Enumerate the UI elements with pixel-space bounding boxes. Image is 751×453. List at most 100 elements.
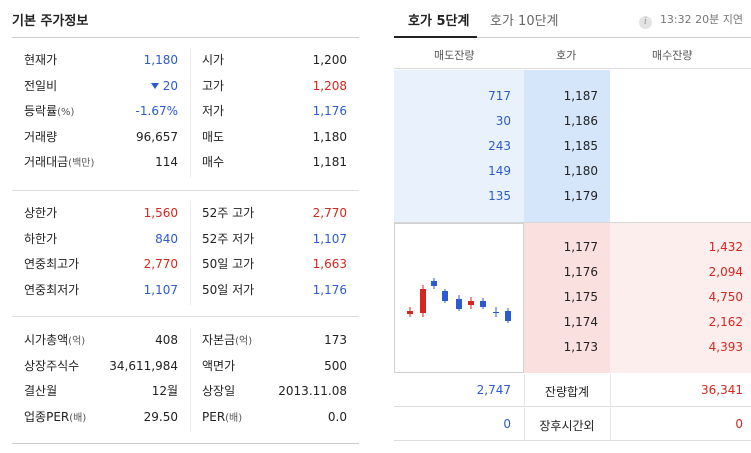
info-row: 전일비 20 고가 1,208 — [12, 74, 359, 100]
bid-volume: 4,750 — [708, 290, 743, 304]
info-icon[interactable]: i — [638, 16, 652, 29]
info-row: 거래대금(백만) 114 매수 1,181 — [12, 150, 359, 176]
info-label-text: 시가 — [202, 53, 225, 67]
info-label-unit: (배) — [225, 412, 243, 424]
ask-price[interactable]: 1,186 — [563, 114, 598, 128]
info-label-text: 시가총액 — [24, 333, 69, 347]
candle-body — [420, 289, 426, 313]
bid-volume: 2,162 — [708, 315, 743, 329]
info-value-text: 114 — [155, 155, 178, 169]
divider — [12, 316, 359, 317]
info-value-text: 96,657 — [136, 129, 178, 144]
bid-price[interactable]: 1,173 — [563, 340, 598, 354]
info-label: 매수 — [202, 150, 224, 176]
info-value: 2,770 — [144, 252, 178, 278]
info-row: 연중최고가 2,770 50일 고가 1,663 — [12, 252, 359, 278]
bid-volume: 2,094 — [708, 265, 743, 279]
info-value: -1.67% — [136, 99, 178, 125]
info-label-unit: (억) — [68, 336, 86, 347]
bid-price[interactable]: 1,175 — [563, 290, 598, 304]
bid-price[interactable]: 1,174 — [563, 315, 598, 329]
info-label-text: 연중최고가 — [24, 257, 80, 271]
info-label-text: 거래량 — [24, 129, 58, 144]
info-value: 96,657 — [136, 125, 178, 151]
info-label: 현재가 — [24, 48, 57, 74]
delay-notice: i 13:32 20분 지연 — [638, 11, 743, 29]
info-label: 거래대금(백만) — [24, 150, 94, 177]
header-ask-volume: 매도잔량 — [434, 49, 475, 62]
bid-volume: 1,432 — [708, 240, 743, 254]
ask-volume-column — [394, 70, 524, 222]
info-label: 매도 — [202, 125, 224, 151]
after-hours-bid-volume: 0 — [735, 417, 743, 431]
column-divider — [610, 408, 611, 440]
info-value: 2,770 — [312, 206, 347, 220]
info-label: 52주 고가 — [202, 201, 254, 227]
ask-volume: 717 — [488, 89, 511, 103]
column-divider — [524, 374, 525, 406]
info-row: 현재가 1,180 시가 1,200 — [12, 48, 359, 74]
info-label-text: 하한가 — [24, 231, 58, 246]
info-label-text: 결산월 — [24, 384, 58, 398]
info-label-text: 액면가 — [202, 358, 236, 373]
bid-price-column — [524, 223, 610, 373]
tab-10-levels[interactable]: 호가 10단계 — [490, 14, 559, 29]
column-divider — [190, 328, 191, 432]
candle-body — [480, 301, 486, 307]
info-value: 34,611,984 — [109, 354, 178, 380]
candle-body — [407, 311, 413, 314]
info-value: 12월 — [152, 379, 178, 405]
divider — [12, 190, 359, 191]
info-label-text: 50일 고가 — [202, 257, 255, 271]
info-row: 연중최저가 1,107 50일 저가 1,176 — [12, 278, 359, 304]
candle-body — [431, 281, 437, 286]
info-label-unit: (백만) — [68, 158, 95, 169]
info-label-text: 저가 — [202, 104, 225, 118]
info-label: 시가총액(억) — [24, 328, 85, 355]
ask-volume: 30 — [495, 114, 511, 128]
info-value-text: 1,180 — [143, 53, 178, 67]
info-label-text: 52주 고가 — [202, 206, 255, 220]
delay-text: 13:32 20분 지연 — [659, 13, 743, 26]
info-value: 2013.11.08 — [278, 384, 347, 398]
divider — [394, 222, 751, 223]
info-label-text: 현재가 — [24, 53, 58, 67]
after-hours-row: 0 장후시간외 0 — [394, 408, 751, 441]
info-value-text: 20 — [162, 78, 178, 93]
divider — [12, 443, 359, 444]
total-remaining-row: 2,747 잔량합계 36,341 — [394, 374, 751, 407]
total-label: 잔량합계 — [544, 385, 590, 399]
info-value-text: 408 — [155, 333, 178, 347]
candle-body — [456, 299, 462, 309]
info-label: 결산월 — [24, 379, 57, 405]
orderbook-panel: 호가 5단계 호가 10단계 i 13:32 20분 지연 매도잔량 호가 매수잔… — [394, 0, 751, 453]
info-label: 업종PER(배) — [24, 405, 86, 432]
total-bid-volume: 36,341 — [701, 383, 743, 397]
bid-volume: 4,393 — [708, 340, 743, 354]
info-value-text: 840 — [155, 231, 178, 246]
info-label-text: 업종PER — [24, 409, 70, 424]
candle-body — [468, 301, 474, 305]
column-divider — [190, 201, 191, 305]
info-label: 거래량 — [24, 125, 57, 151]
divider — [12, 37, 359, 38]
info-value: 840 — [155, 227, 178, 253]
info-value: 1,200 — [312, 53, 347, 67]
bid-price[interactable]: 1,176 — [563, 265, 598, 279]
ask-price[interactable]: 1,187 — [563, 89, 598, 103]
ask-price-column — [524, 70, 610, 222]
ask-price[interactable]: 1,180 — [563, 164, 598, 178]
price-section: 현재가 1,180 시가 1,200 전일비 20 고가 1,208 등락률(%) -1.67% 저… — [12, 48, 359, 178]
candle-body — [442, 291, 448, 301]
tab-5-levels[interactable]: 호가 5단계 — [408, 14, 470, 29]
column-divider — [610, 374, 611, 406]
ask-price[interactable]: 1,185 — [563, 139, 598, 153]
info-label-unit: (배) — [69, 412, 87, 424]
basic-stock-info-panel: 기본 주가정보 현재가 1,180 시가 1,200 전일비 20 고가 1,208 등락률(%… — [0, 0, 360, 453]
range-section: 상한가 1,560 52주 고가 2,770 하한가 840 52주 저가 1,107 연중최고… — [12, 201, 359, 305]
info-label: 하한가 — [24, 227, 57, 253]
info-row: 거래량 96,657 매도 1,180 — [12, 125, 359, 151]
candlestick-chart — [407, 278, 511, 323]
ask-price[interactable]: 1,179 — [563, 189, 598, 203]
bid-price[interactable]: 1,177 — [563, 240, 598, 254]
